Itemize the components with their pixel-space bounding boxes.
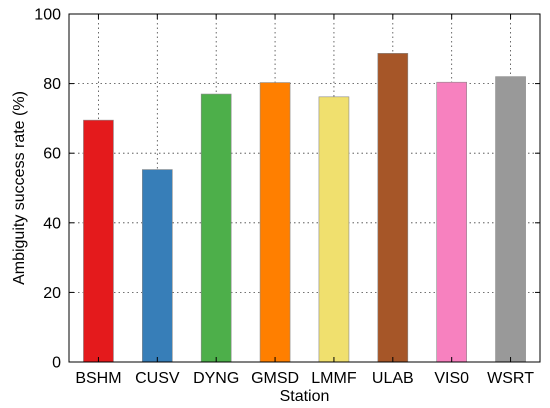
y-tick-label: 100 [34, 7, 61, 24]
x-tick-label: VIS0 [434, 370, 469, 387]
bar-bshm [83, 119, 114, 363]
grid [69, 14, 540, 362]
bar-dyng [200, 93, 232, 363]
bar-wsrt [495, 76, 526, 363]
x-tick-label: BSHM [75, 370, 121, 387]
bar-lmmf [318, 96, 350, 363]
x-axis-title: Station [280, 388, 330, 405]
bar-gmsd [259, 82, 291, 363]
x-axis-ticks: BSHM CUSV DYNG GMSD LMMF ULAB VIS0 WSRT [75, 14, 534, 387]
y-tick-label: 20 [43, 285, 61, 302]
x-tick-label: DYNG [193, 370, 239, 387]
x-tick-label: CUSV [135, 370, 180, 387]
x-tick-label: ULAB [372, 370, 414, 387]
x-tick-label: GMSD [251, 370, 299, 387]
y-axis-title: Ambiguity success rate (%) [11, 91, 28, 285]
x-tick-label: LMMF [311, 370, 357, 387]
bars [83, 53, 526, 363]
y-tick-label: 80 [43, 76, 61, 93]
plot-frame [68, 13, 541, 363]
y-tick-label: 0 [52, 355, 61, 372]
x-tick-label: WSRT [487, 370, 534, 387]
bar-ulab [377, 53, 409, 363]
bar-cusv [142, 169, 173, 363]
y-axis-ticks: 0 20 40 60 80 100 [34, 7, 540, 372]
y-tick-label: 40 [43, 215, 61, 232]
bar-vis0 [436, 81, 467, 363]
y-tick-label: 60 [43, 146, 61, 163]
